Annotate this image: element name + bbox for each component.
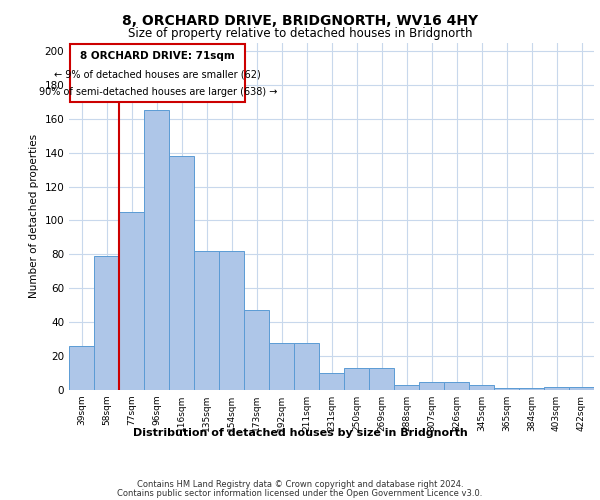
Bar — [469, 385, 494, 390]
FancyBboxPatch shape — [70, 44, 245, 102]
Y-axis label: Number of detached properties: Number of detached properties — [29, 134, 39, 298]
Bar — [94, 256, 119, 390]
Bar — [494, 388, 519, 390]
Text: Contains public sector information licensed under the Open Government Licence v3: Contains public sector information licen… — [118, 488, 482, 498]
Text: 8 ORCHARD DRIVE: 71sqm: 8 ORCHARD DRIVE: 71sqm — [80, 51, 235, 61]
Text: Distribution of detached houses by size in Bridgnorth: Distribution of detached houses by size … — [133, 428, 467, 438]
Bar — [344, 368, 369, 390]
Bar — [244, 310, 269, 390]
Text: ← 9% of detached houses are smaller (62): ← 9% of detached houses are smaller (62) — [55, 70, 261, 80]
Text: Size of property relative to detached houses in Bridgnorth: Size of property relative to detached ho… — [128, 28, 472, 40]
Bar — [269, 342, 294, 390]
Bar — [419, 382, 444, 390]
Bar — [394, 385, 419, 390]
Bar — [219, 251, 244, 390]
Bar — [294, 342, 319, 390]
Bar — [119, 212, 144, 390]
Bar — [369, 368, 394, 390]
Bar — [544, 386, 569, 390]
Bar — [444, 382, 469, 390]
Text: 8, ORCHARD DRIVE, BRIDGNORTH, WV16 4HY: 8, ORCHARD DRIVE, BRIDGNORTH, WV16 4HY — [122, 14, 478, 28]
Bar — [319, 373, 344, 390]
Text: 90% of semi-detached houses are larger (638) →: 90% of semi-detached houses are larger (… — [38, 86, 277, 97]
Text: Contains HM Land Registry data © Crown copyright and database right 2024.: Contains HM Land Registry data © Crown c… — [137, 480, 463, 489]
Bar — [169, 156, 194, 390]
Bar — [194, 251, 219, 390]
Bar — [519, 388, 544, 390]
Bar — [569, 386, 594, 390]
Bar — [69, 346, 94, 390]
Bar — [144, 110, 169, 390]
